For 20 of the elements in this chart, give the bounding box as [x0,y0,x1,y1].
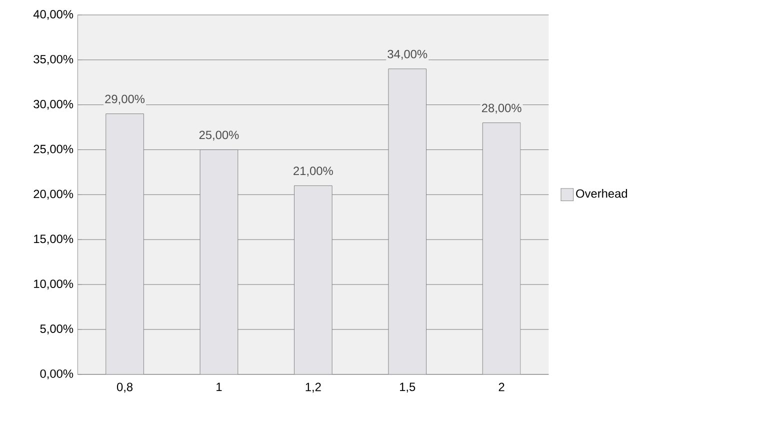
x-tick-label: 1 [216,382,222,391]
data-label: 29,00% [105,94,145,105]
y-tick-label: 35,00% [34,54,74,65]
y-tick-label: 40,00% [33,10,74,20]
x-tick-label: 1,5 [400,382,416,392]
data-label: 28,00% [482,104,522,114]
y-tick-label: 20,00% [34,190,74,200]
y-tick-label: 25,00% [34,144,74,155]
legend-label: Overhead [576,188,628,198]
x-tick-label: 2 [498,382,504,392]
x-tick-label: 1,2 [306,382,321,393]
y-tick-label: 15,00% [34,234,74,244]
data-label: 21,00% [294,166,333,176]
y-tick-label: 0,00% [40,369,74,380]
y-tick-label: 10,00% [34,280,74,290]
x-tick-label: 0,8 [116,382,133,393]
y-tick-label: 30,00% [34,100,74,110]
data-label: 25,00% [199,130,239,141]
y-tick-label: 5,00% [40,324,74,334]
data-label: 34,00% [388,50,428,60]
